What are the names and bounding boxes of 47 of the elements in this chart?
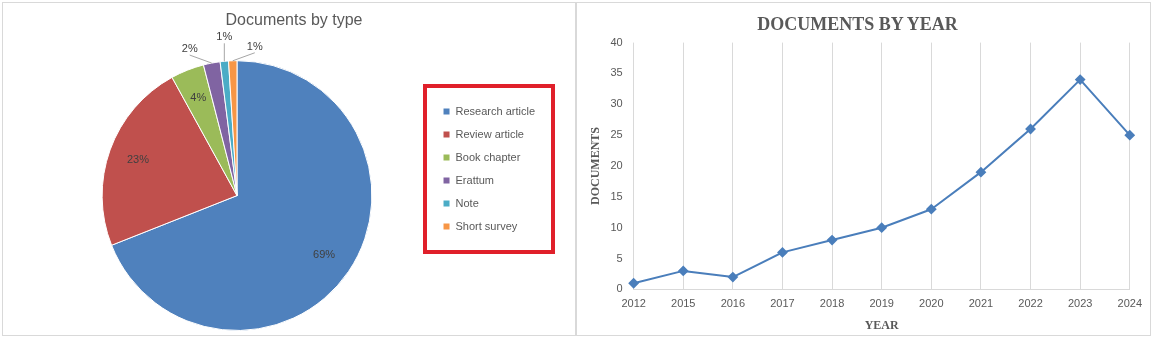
point <box>1124 130 1135 141</box>
legend-label: Review article <box>455 127 524 140</box>
legend-label: Erattum <box>455 173 495 186</box>
x-tick-label: 2023 <box>1067 297 1093 310</box>
point <box>1075 74 1086 85</box>
x-tick-label: 2016 <box>720 297 746 310</box>
point <box>975 167 986 178</box>
point <box>777 247 788 258</box>
data-label: 69% <box>313 247 336 260</box>
x-tick-label: 2022 <box>1018 297 1043 310</box>
data-label: 4% <box>190 90 207 103</box>
y-tick-label: 20 <box>610 159 623 172</box>
legend-label: Research article <box>455 104 536 117</box>
x-axis-title: YEAR <box>864 317 900 332</box>
y-tick-label: 0 <box>616 282 623 295</box>
chart-title: DOCUMENTS BY YEAR <box>757 14 959 35</box>
point <box>926 204 937 215</box>
y-tick-label: 10 <box>610 220 623 233</box>
y-tick-label: 40 <box>610 35 623 48</box>
data-label: 2% <box>181 42 198 55</box>
point <box>678 265 689 276</box>
point <box>876 222 887 233</box>
data-label: 23% <box>126 152 150 165</box>
y-axis-title: DOCUMENTS <box>588 126 603 206</box>
y-tick-label: 30 <box>610 97 623 110</box>
point <box>827 235 838 246</box>
legend-label: Short survey <box>455 219 518 232</box>
x-tick-label: 2021 <box>968 297 994 310</box>
x-tick-label: 2017 <box>770 297 795 310</box>
point <box>1025 123 1036 134</box>
legend-label: Note <box>455 196 479 209</box>
x-tick-label: 2019 <box>869 297 894 310</box>
x-tick-label: 2018 <box>819 297 845 310</box>
legend-label: Book chapter <box>455 150 521 163</box>
data-label: 1% <box>216 30 233 43</box>
point <box>727 272 738 283</box>
point <box>628 278 639 289</box>
x-tick-label: 2015 <box>671 297 696 310</box>
x-tick-label: 2020 <box>919 297 944 310</box>
data-label: 1% <box>246 39 263 52</box>
y-tick-label: 25 <box>610 128 623 141</box>
y-tick-label: 15 <box>610 189 623 202</box>
y-tick-label: 35 <box>610 66 623 79</box>
chart-title: Documents by type <box>225 11 363 29</box>
x-tick-label: 2012 <box>621 297 646 310</box>
y-tick-label: 5 <box>616 251 623 264</box>
x-tick-label: 2024 <box>1117 297 1143 310</box>
